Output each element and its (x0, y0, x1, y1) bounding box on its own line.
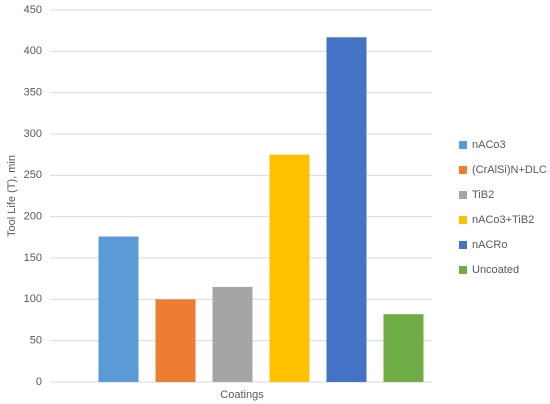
y-axis-label: Tool Life (T), min (6, 155, 18, 237)
legend-label: nACo3 (472, 139, 506, 151)
y-tick-label: 50 (30, 335, 42, 347)
y-tick-label: 450 (24, 4, 42, 16)
legend-label: (CrAlSi)N+DLC (472, 164, 547, 176)
y-tick-label: 200 (24, 211, 42, 223)
legend-label: nACo3+TiB2 (472, 214, 534, 226)
bar (98, 236, 139, 382)
y-tick-label: 400 (24, 45, 42, 57)
bar (155, 299, 196, 382)
bar (383, 314, 424, 382)
legend-swatch (459, 216, 467, 224)
y-tick-label: 100 (24, 293, 42, 305)
x-axis-label: Coatings (220, 389, 264, 401)
bar (326, 37, 367, 382)
y-tick-label: 350 (24, 87, 42, 99)
y-tick-label: 150 (24, 252, 42, 264)
y-tick-label: 0 (36, 376, 42, 388)
legend-swatch (459, 141, 467, 149)
legend-label: TiB2 (472, 189, 494, 201)
legend-label: Uncoated (472, 264, 519, 276)
legend-swatch (459, 166, 467, 174)
y-tick-label: 250 (24, 169, 42, 181)
legend-swatch (459, 191, 467, 199)
bar (212, 286, 253, 382)
legend-swatch (459, 266, 467, 274)
legend-swatch (459, 241, 467, 249)
y-tick-label: 300 (24, 128, 42, 140)
bar (269, 154, 310, 382)
legend-label: nACRo (472, 239, 507, 251)
